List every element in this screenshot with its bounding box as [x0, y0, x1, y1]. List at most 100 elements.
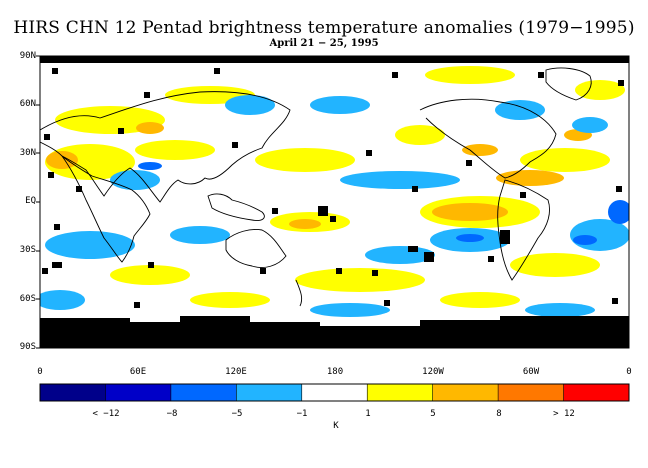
anomaly-patch: [310, 96, 370, 114]
no-data-square: [366, 150, 372, 156]
strong-negative-anomaly-patches: [138, 162, 629, 245]
no-data-square: [52, 262, 62, 268]
anomaly-patch: [310, 303, 390, 317]
no-data-square: [52, 68, 58, 74]
colorbar-tick-label: < −12: [92, 409, 120, 419]
north-america-coastline: [419, 98, 557, 179]
anomaly-patch: [46, 151, 78, 169]
lon-label-0-east: 0: [626, 367, 632, 377]
map-title: HIRS CHN 12 Pentad brightness temperatur…: [13, 18, 635, 38]
lon-label-0: 0: [37, 367, 43, 377]
no-data-square: [42, 268, 48, 274]
no-data-square: [54, 224, 60, 230]
anomaly-patch: [456, 234, 484, 242]
no-data-square: [372, 270, 378, 276]
colorbar-swatch: [236, 384, 303, 401]
anomaly-patch: [440, 292, 520, 308]
no-data-antarctic-band: [40, 316, 629, 348]
greenland-coastline: [545, 67, 592, 101]
lon-label-60w: 60W: [522, 367, 540, 377]
anomaly-patch: [289, 219, 321, 229]
anomaly-patch: [395, 125, 445, 145]
colorbar-swatch: [301, 384, 368, 401]
colorbar-swatch: [563, 384, 630, 401]
lon-label-120w: 120W: [422, 367, 444, 377]
no-data-square: [232, 142, 238, 148]
no-data-square: [392, 72, 398, 78]
eurasia-coastline: [40, 91, 291, 203]
anomaly-patch: [136, 122, 164, 134]
no-data-square: [520, 192, 526, 198]
no-data-square: [44, 134, 50, 140]
new-zealand-coastline: [295, 279, 303, 307]
anomaly-patch: [45, 231, 135, 259]
colorbar-tick-label: 5: [430, 409, 436, 419]
colorbar-tick-label: −1: [296, 409, 308, 419]
no-data-square: [612, 298, 618, 304]
lat-label-eq: EQ: [25, 196, 36, 206]
no-data-square: [408, 246, 418, 252]
no-data-north-band: [40, 56, 629, 63]
no-data-square: [260, 268, 266, 274]
colorbar-frame: [39, 383, 630, 402]
lat-ticks: [36, 55, 40, 349]
no-data-square: [118, 128, 124, 134]
maritime-continent-coastline: [207, 193, 265, 221]
anomaly-patch: [462, 144, 498, 156]
no-data-square: [134, 302, 140, 308]
coastlines: [40, 67, 592, 307]
anomaly-patch: [495, 100, 545, 120]
lat-label-90n: 90N: [19, 51, 36, 61]
map-panel: [40, 56, 629, 348]
anomaly-patch: [255, 148, 355, 172]
anomaly-patch: [110, 170, 160, 190]
anomaly-patch: [340, 171, 460, 189]
no-data-square: [144, 92, 150, 98]
no-data-square: [488, 256, 494, 262]
anomaly-patch: [510, 253, 600, 277]
colorbar-swatch: [432, 384, 499, 401]
no-data-square: [272, 208, 278, 214]
no-data-square: [214, 68, 220, 74]
colorbar-swatch: [40, 384, 106, 401]
colorbar-swatch: [498, 384, 565, 401]
no-data-square: [424, 252, 434, 262]
colorbar-tick-label: 8: [496, 409, 502, 419]
anomaly-patch: [295, 268, 425, 292]
no-data-square: [412, 186, 418, 192]
colorbar-swatch: [105, 384, 172, 401]
map-subtitle: April 21 − 25, 1995: [269, 38, 379, 49]
no-data-square: [616, 186, 622, 192]
lon-label-60e: 60E: [129, 367, 147, 377]
anomaly-patch: [225, 95, 275, 115]
south-america-coastline: [497, 179, 550, 281]
colorbar-tick-label: > 12: [553, 409, 575, 419]
anomaly-patch: [525, 303, 595, 317]
no-data-square: [318, 206, 328, 216]
anomaly-patch: [425, 66, 515, 84]
strong-positive-anomaly-patches: [46, 122, 592, 229]
lat-label-30n: 30N: [19, 148, 36, 158]
lat-label-90s: 90S: [19, 342, 36, 352]
no-data-square: [466, 160, 472, 166]
colorbar-swatch: [170, 384, 237, 401]
anomaly-patch: [135, 140, 215, 160]
anomaly-patch: [110, 265, 190, 285]
colorbar-tick-label: 1: [365, 409, 371, 419]
anomaly-patch: [572, 117, 608, 133]
colorbar: [40, 384, 630, 401]
australia-coastline: [225, 229, 287, 268]
colorbar-unit-label: K: [333, 421, 339, 431]
africa-coastline: [61, 155, 151, 263]
no-data-square: [148, 262, 154, 268]
no-data-square: [538, 72, 544, 78]
no-data-square: [76, 186, 82, 192]
colorbar-tick-label: −5: [231, 409, 243, 419]
no-data-square: [48, 172, 54, 178]
lat-label-60n: 60N: [19, 99, 36, 109]
anomaly-patch: [190, 292, 270, 308]
negative-anomaly-patches: [40, 95, 629, 317]
lon-label-120e: 120E: [225, 367, 247, 377]
no-data-square: [336, 268, 342, 274]
